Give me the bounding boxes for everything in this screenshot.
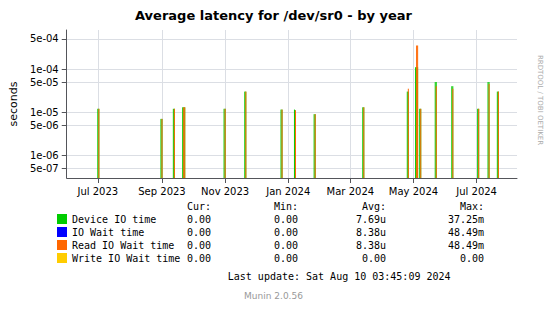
svg-text:0.00: 0.00 (274, 240, 298, 251)
svg-text:RRDTOOL / TOBI OETIKER: RRDTOOL / TOBI OETIKER (536, 55, 544, 145)
svg-text:May 2024: May 2024 (389, 186, 438, 197)
svg-text:Read IO Wait time: Read IO Wait time (72, 240, 174, 251)
svg-text:0.00: 0.00 (274, 214, 298, 225)
svg-text:Jan 2024: Jan 2024 (265, 186, 310, 197)
svg-text:Min:: Min: (274, 201, 298, 212)
svg-text:0.00: 0.00 (460, 253, 484, 264)
svg-text:8.38u: 8.38u (356, 227, 386, 238)
svg-text:Sep 2023: Sep 2023 (138, 186, 185, 197)
svg-text:48.49m: 48.49m (448, 240, 484, 251)
svg-text:Jul 2023: Jul 2023 (76, 186, 118, 197)
svg-text:1e-06: 1e-06 (30, 150, 59, 161)
svg-text:Last update: Sat Aug 10 03:45:: Last update: Sat Aug 10 03:45:09 2024 (228, 271, 451, 282)
svg-text:1e-05: 1e-05 (30, 107, 59, 118)
svg-text:0.00: 0.00 (274, 227, 298, 238)
svg-text:5e-07: 5e-07 (30, 163, 59, 174)
svg-text:1e-04: 1e-04 (30, 64, 59, 75)
svg-text:0.00: 0.00 (187, 227, 211, 238)
svg-text:Nov 2023: Nov 2023 (201, 186, 249, 197)
svg-text:IO Wait time: IO Wait time (72, 227, 144, 238)
svg-text:0.00: 0.00 (187, 214, 211, 225)
svg-text:Max:: Max: (460, 201, 484, 212)
svg-text:seconds: seconds (7, 81, 20, 126)
svg-text:Jul 2024: Jul 2024 (455, 186, 497, 197)
svg-text:Mar 2024: Mar 2024 (327, 186, 375, 197)
svg-text:7.69u: 7.69u (356, 214, 386, 225)
svg-text:Avg:: Avg: (362, 201, 386, 212)
svg-text:0.00: 0.00 (187, 240, 211, 251)
svg-text:5e-04: 5e-04 (30, 33, 59, 44)
svg-text:Average latency for /dev/sr0 -: Average latency for /dev/sr0 - by year (135, 8, 413, 23)
svg-text:Device IO time: Device IO time (72, 214, 156, 225)
svg-text:0.00: 0.00 (187, 253, 211, 264)
svg-text:8.38u: 8.38u (356, 240, 386, 251)
svg-text:Cur:: Cur: (187, 201, 211, 212)
svg-text:48.49m: 48.49m (448, 227, 484, 238)
svg-text:0.00: 0.00 (274, 253, 298, 264)
svg-text:5e-05: 5e-05 (30, 77, 59, 88)
svg-text:Munin 2.0.56: Munin 2.0.56 (244, 291, 303, 301)
svg-text:37.25m: 37.25m (448, 214, 484, 225)
svg-text:5e-06: 5e-06 (30, 120, 59, 131)
svg-text:0.00: 0.00 (362, 253, 386, 264)
svg-text:Write IO Wait time: Write IO Wait time (72, 253, 180, 264)
